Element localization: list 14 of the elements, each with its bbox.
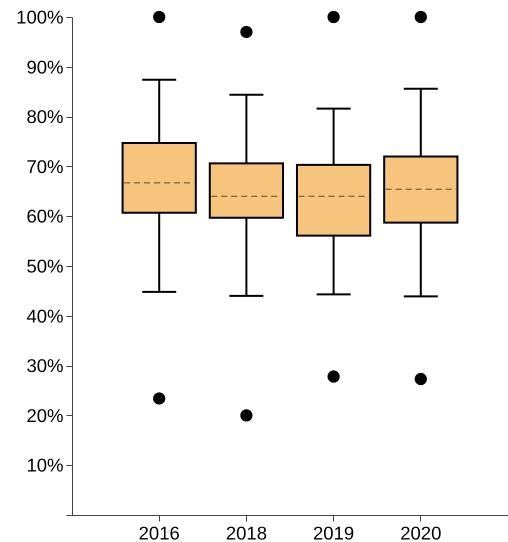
- y-tick-label: 60%: [26, 206, 64, 227]
- x-tick-label: 2016: [138, 522, 180, 542]
- x-tick-label: 2020: [400, 522, 442, 542]
- y-tick-label: 90%: [26, 56, 64, 78]
- y-tick-label: 10%: [26, 454, 64, 476]
- y-tick-label: 50%: [26, 256, 64, 276]
- y-tick-label: 20%: [26, 404, 64, 426]
- y-tick-label: 70%: [26, 156, 64, 177]
- x-tick-label: 2018: [226, 522, 267, 542]
- y-tick-label: 100%: [16, 6, 64, 28]
- y-tick-label: 80%: [26, 106, 64, 128]
- x-tick-label: 2019: [313, 522, 354, 542]
- y-tick-label: 30%: [26, 355, 64, 376]
- y-tick-label: 40%: [26, 305, 64, 326]
